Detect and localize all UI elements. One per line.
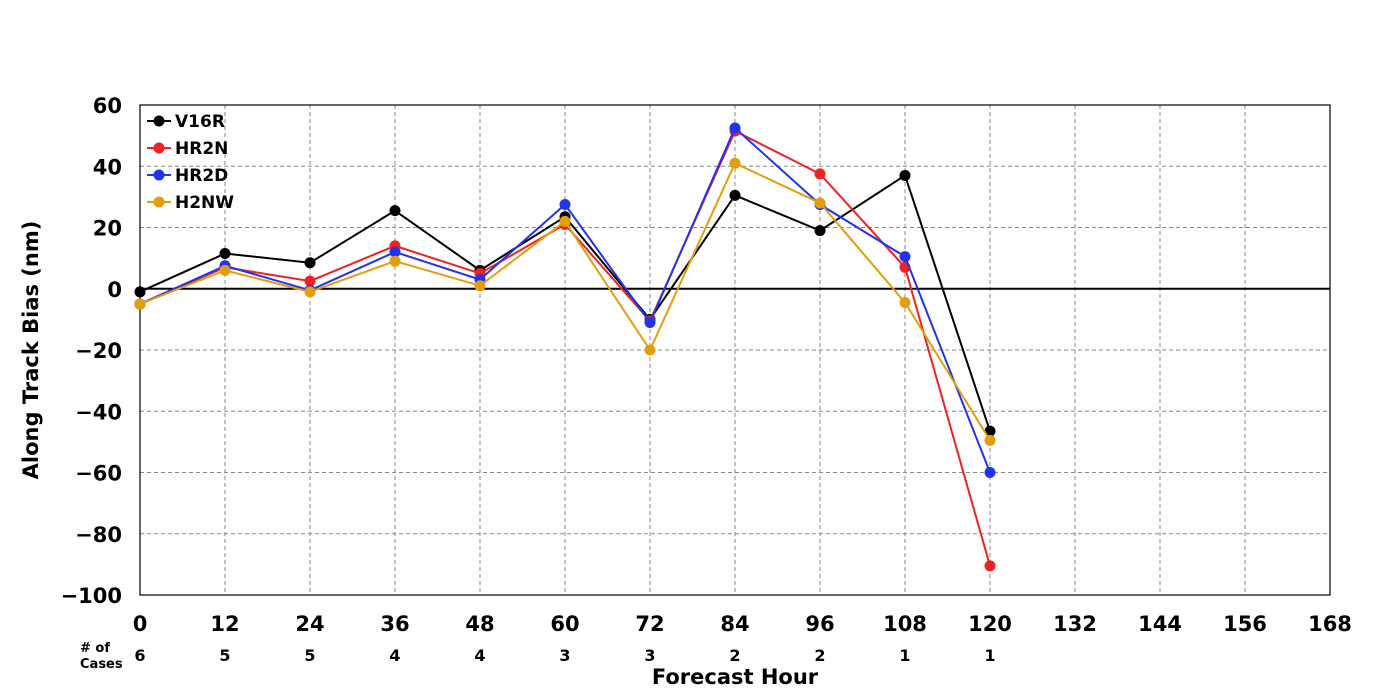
cases-value: 3 <box>644 646 655 665</box>
data-point <box>729 122 741 134</box>
legend: V16R HR2N HR2D H2NW <box>147 112 234 213</box>
cases-value: 1 <box>899 646 910 665</box>
data-point <box>814 197 826 209</box>
series-h2nw <box>134 157 996 446</box>
legend-item: H2NW <box>147 193 234 213</box>
y-axis-title: Along Track Bias (nm) <box>19 221 43 480</box>
y-tick-labels: 60 40 20 0 −20 −40 −60 −80 −100 <box>61 94 122 608</box>
y-tick-label: 20 <box>93 217 122 241</box>
cases-value: 5 <box>219 646 230 665</box>
legend-marker <box>153 196 165 208</box>
y-tick-label: −80 <box>75 523 122 547</box>
x-axis-title: Forecast Hour <box>652 665 819 689</box>
data-point <box>899 169 911 181</box>
legend-item: HR2N <box>147 139 228 159</box>
x-tick-label: 48 <box>465 612 494 636</box>
data-point <box>304 286 316 298</box>
x-tick-label: 84 <box>720 612 749 636</box>
series-layer <box>134 122 996 572</box>
data-point <box>389 255 401 267</box>
data-point <box>559 215 571 227</box>
x-tick-label: 120 <box>968 612 1012 636</box>
data-point <box>984 425 996 437</box>
x-tick-label: 168 <box>1308 612 1352 636</box>
plot-frame <box>139 104 1331 596</box>
legend-item: HR2D <box>147 166 228 186</box>
x-tick-label: 132 <box>1053 612 1097 636</box>
data-point <box>899 251 911 263</box>
y-tick-label: −60 <box>75 462 122 486</box>
legend-marker <box>153 115 165 127</box>
cases-label-line-1: # of <box>80 641 110 656</box>
x-tick-label: 144 <box>1138 612 1182 636</box>
data-point <box>304 257 316 269</box>
data-point <box>984 434 996 446</box>
cases-value: 4 <box>389 646 400 665</box>
y-tick-label: −40 <box>75 400 122 424</box>
data-point <box>644 344 656 356</box>
cases-label: # of Cases <box>80 641 123 672</box>
x-tick-label: 108 <box>883 612 927 636</box>
data-point <box>134 286 146 298</box>
data-point <box>559 199 571 211</box>
legend-label: H2NW <box>175 193 234 213</box>
legend-marker <box>153 169 165 181</box>
cases-row: # of Cases 6 5 5 4 4 3 3 2 2 1 1 <box>80 641 996 672</box>
data-point <box>814 168 826 180</box>
data-point <box>729 157 741 169</box>
y-tick-label: 60 <box>93 94 122 118</box>
data-point <box>814 225 826 237</box>
cases-value: 3 <box>559 646 570 665</box>
grid-lines <box>140 105 1330 595</box>
data-point <box>134 298 146 310</box>
data-point <box>899 297 911 309</box>
legend-label: HR2D <box>175 166 228 186</box>
cases-value: 2 <box>729 646 740 665</box>
data-point <box>389 205 401 217</box>
data-point <box>474 280 486 292</box>
x-tick-label: 72 <box>635 612 664 636</box>
cases-value: 6 <box>134 646 145 665</box>
x-tick-label: 96 <box>805 612 834 636</box>
data-point <box>644 316 656 328</box>
legend-label: V16R <box>175 112 225 132</box>
cases-value: 1 <box>984 646 995 665</box>
data-point <box>984 467 996 478</box>
x-tick-label: 156 <box>1223 612 1267 636</box>
x-tick-labels: 0 12 24 36 48 60 72 84 96 108 120 132 144 156 168 <box>133 612 1352 636</box>
cases-label-line-2: Cases <box>80 657 123 672</box>
x-tick-label: 12 <box>210 612 239 636</box>
data-point <box>389 246 401 258</box>
y-tick-label: −100 <box>61 584 122 608</box>
legend-item: V16R <box>147 112 225 132</box>
legend-marker <box>153 142 165 154</box>
x-tick-label: 0 <box>133 612 148 636</box>
x-tick-label: 24 <box>295 612 324 636</box>
data-point <box>219 264 231 276</box>
cases-value: 2 <box>814 646 825 665</box>
y-tick-label: 0 <box>107 278 122 302</box>
y-tick-label: −20 <box>75 339 122 363</box>
y-tick-label: 40 <box>93 155 122 179</box>
data-point <box>984 560 996 572</box>
data-point <box>304 275 316 287</box>
legend-label: HR2N <box>175 139 228 159</box>
x-tick-label: 36 <box>380 612 409 636</box>
data-point <box>219 248 231 260</box>
cases-value: 4 <box>474 646 485 665</box>
data-point <box>729 189 741 201</box>
x-tick-label: 60 <box>550 612 579 636</box>
cases-value: 5 <box>304 646 315 665</box>
